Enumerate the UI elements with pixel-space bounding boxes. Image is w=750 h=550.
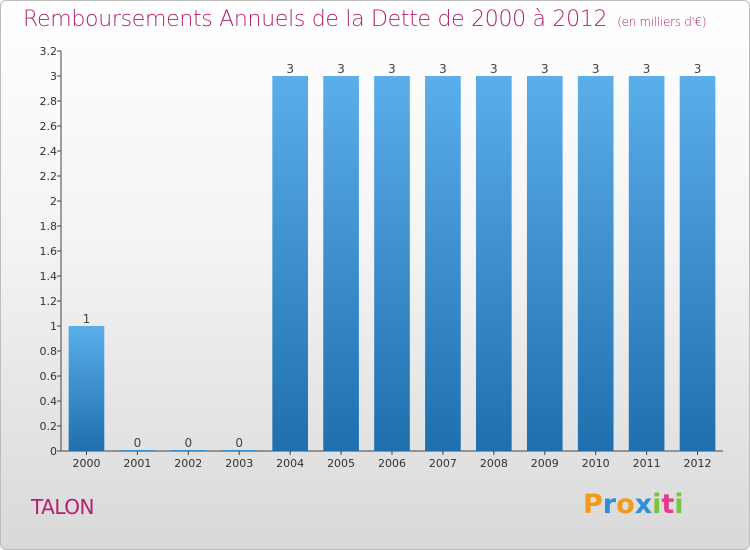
y-tick-label: 1 bbox=[50, 320, 57, 333]
data-label: 3 bbox=[694, 62, 702, 76]
bar bbox=[425, 76, 461, 451]
bar bbox=[119, 450, 156, 451]
bar bbox=[221, 450, 258, 451]
data-label: 3 bbox=[439, 62, 447, 76]
y-tick-label: 1.8 bbox=[40, 220, 58, 233]
data-label: 0 bbox=[235, 436, 243, 450]
data-label: 3 bbox=[337, 62, 345, 76]
y-tick-label: 0.6 bbox=[40, 370, 58, 383]
chart-axes: 0 0.2 0.4 0.6 0.8 1 1.2 1.4 1.6 1.8 2 2.2 2.4 2.6 2.8 3… bbox=[40, 45, 723, 470]
commune-name: TALON bbox=[31, 495, 94, 519]
chart-bars bbox=[68, 76, 716, 451]
data-label: 3 bbox=[286, 62, 294, 76]
bar bbox=[526, 76, 563, 451]
x-tick-label: 2010 bbox=[582, 457, 610, 470]
brand-letter: x bbox=[634, 489, 653, 520]
y-tick-label: 2 bbox=[50, 195, 57, 208]
chart-title-block: Remboursements Annuels de la Dette de 20… bbox=[23, 7, 707, 32]
x-tick-label: 2003 bbox=[225, 457, 253, 470]
data-label: 3 bbox=[490, 62, 498, 76]
y-tick-label: 0.2 bbox=[40, 420, 58, 433]
y-tick-label: 0.8 bbox=[40, 345, 58, 358]
data-label: 1 bbox=[83, 312, 91, 326]
x-tick-label: 2012 bbox=[684, 457, 712, 470]
y-tick-label: 3 bbox=[50, 70, 57, 83]
x-tick-label: 2001 bbox=[123, 457, 151, 470]
bar bbox=[323, 76, 359, 451]
x-tick-label: 2002 bbox=[174, 457, 202, 470]
y-tick-label: 1.4 bbox=[40, 270, 58, 283]
x-tick-label: 2006 bbox=[378, 457, 406, 470]
x-tick-label: 2005 bbox=[327, 457, 355, 470]
y-tick-label: 2.8 bbox=[40, 95, 58, 108]
y-tick-label: 3.2 bbox=[40, 45, 58, 58]
data-label: 3 bbox=[592, 62, 600, 76]
x-tick-label: 2008 bbox=[480, 457, 508, 470]
bar bbox=[68, 326, 105, 451]
bar bbox=[679, 76, 716, 451]
brand-letter: o bbox=[616, 489, 635, 520]
y-tick-label: 0.4 bbox=[40, 395, 58, 408]
x-tick-label: 2004 bbox=[276, 457, 304, 470]
x-tick-label: 2007 bbox=[429, 457, 457, 470]
chart-subtitle: (en milliers d'€) bbox=[617, 15, 707, 29]
bar bbox=[628, 76, 665, 451]
brand-letter: r bbox=[602, 489, 617, 520]
y-tick-label: 1.6 bbox=[40, 245, 58, 258]
bar bbox=[577, 76, 614, 451]
chart-labels: 1 0 0 0 3 3 3 3 3 3 3 3 3 bbox=[83, 62, 702, 450]
y-tick-label: 2.6 bbox=[40, 120, 58, 133]
chart-title: Remboursements Annuels de la Dette de 20… bbox=[23, 7, 608, 32]
brand-letter: t bbox=[661, 489, 675, 520]
data-label: 3 bbox=[388, 62, 396, 76]
bar bbox=[272, 76, 308, 451]
y-tick-label: 2.4 bbox=[40, 145, 58, 158]
bar bbox=[374, 76, 410, 451]
proxiti-logo: Proxiti bbox=[583, 489, 684, 520]
data-label: 0 bbox=[134, 436, 142, 450]
brand-letter: i bbox=[652, 489, 662, 520]
brand-letter: i bbox=[674, 489, 684, 520]
x-tick-label: 2000 bbox=[72, 457, 100, 470]
bar bbox=[476, 76, 512, 451]
data-label: 0 bbox=[184, 436, 192, 450]
y-tick-label: 1.2 bbox=[40, 295, 58, 308]
data-label: 3 bbox=[541, 62, 549, 76]
y-tick-label: 2.2 bbox=[40, 170, 58, 183]
brand-letter: P bbox=[583, 489, 603, 520]
y-tick-label: 0 bbox=[50, 445, 57, 458]
x-tick-label: 2009 bbox=[531, 457, 559, 470]
data-label: 3 bbox=[643, 62, 651, 76]
x-tick-label: 2011 bbox=[633, 457, 661, 470]
bar bbox=[170, 450, 207, 451]
